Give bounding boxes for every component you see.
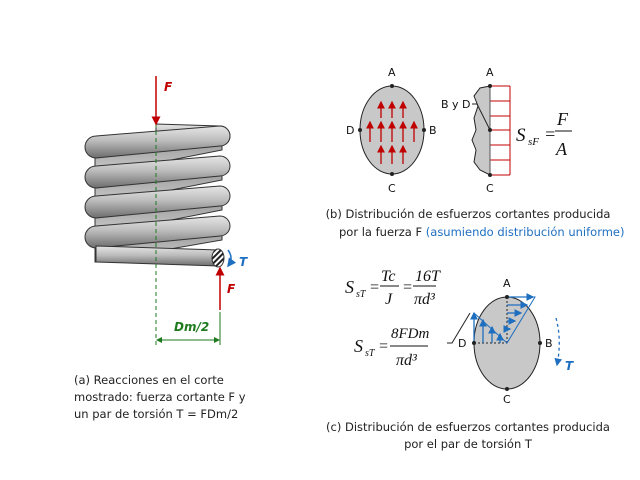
caption-a-line: (a) Reacciones en el corte (74, 373, 224, 387)
point-a-label: A (503, 277, 511, 290)
point-a-label: A (388, 66, 396, 79)
b-y-d-label: B y D (441, 98, 471, 111)
profile-c-label: C (486, 182, 494, 195)
torque-label-c: T (565, 359, 574, 373)
formula-den: πd³ (414, 291, 435, 308)
formula-den: J (385, 291, 393, 308)
formula-ssf: S sF = F A (516, 109, 572, 159)
uniform-shear-arrows (366, 100, 418, 164)
stress-envelope (473, 296, 536, 344)
force-label-top: F (164, 80, 173, 94)
formula-sub: sT (365, 348, 376, 359)
caption-a-line: un par de torsión T = FDm/2 (74, 407, 238, 421)
formula-sub: sF (528, 136, 539, 148)
dimension-label: Dm/2 (174, 320, 209, 334)
svg-text:=: = (378, 338, 389, 355)
torsion-shear-arrows (470, 293, 536, 344)
uniform-stress-block (490, 85, 511, 176)
formula-num: 8FDm (391, 326, 429, 342)
caption-c: (c) Distribución de esfuerzos cortantes … (326, 420, 610, 451)
formula-lhs: S (345, 277, 354, 297)
point-b-label: B (429, 124, 437, 137)
caption-c-line: (c) Distribución de esfuerzos cortantes … (326, 420, 610, 434)
svg-text:=: = (544, 124, 556, 144)
formula-sst-1: S sT = Tc J = 16T πd³ (345, 268, 441, 308)
spring (84, 123, 231, 267)
point-c-label: C (388, 182, 396, 195)
caption-b-line: (b) Distribución de esfuerzos cortantes … (326, 207, 611, 221)
caption-a: (a) Reacciones en el corte mostrado: fue… (74, 373, 246, 421)
point-c-label: C (503, 393, 511, 406)
point-d-label: D (458, 337, 466, 350)
torsion-leader (447, 312, 471, 344)
side-profile (471, 85, 491, 176)
caption-b-note: (asumiendo distribución uniforme) (426, 225, 625, 239)
point-d-label: D (346, 124, 354, 137)
torque-arrow-c (554, 317, 563, 367)
formula-den: πd³ (396, 352, 417, 369)
caption-b-line: por la fuerza F (asumiendo distribución … (339, 225, 625, 239)
svg-text:=: = (402, 279, 413, 296)
cut-section-hatch (211, 248, 225, 268)
profile-a-label: A (486, 66, 494, 79)
formula-num: 16T (415, 268, 441, 285)
caption-c-line: por el par de torsión T (404, 437, 533, 451)
formula-num: Tc (381, 268, 396, 285)
b-y-d-leader (472, 103, 491, 131)
force-label-bottom: F (227, 282, 236, 296)
formula-den: A (555, 139, 568, 159)
formula-lhs: S (354, 336, 363, 356)
formula-sub: sT (356, 289, 367, 300)
caption-a-line: mostrado: fuerza cortante F y (74, 390, 246, 404)
caption-b: (b) Distribución de esfuerzos cortantes … (326, 207, 625, 239)
formula-num: F (556, 109, 569, 129)
svg-text:=: = (369, 279, 380, 296)
caption-b-part: por la fuerza F (339, 225, 422, 239)
section-points-b (358, 84, 426, 176)
torque-label: T (239, 255, 248, 269)
formula-sst-2: S sT = 8FDm πd³ (354, 326, 429, 369)
formula-lhs: S (516, 125, 526, 146)
point-b-label: B (545, 337, 553, 350)
torque-arrow (227, 249, 237, 268)
